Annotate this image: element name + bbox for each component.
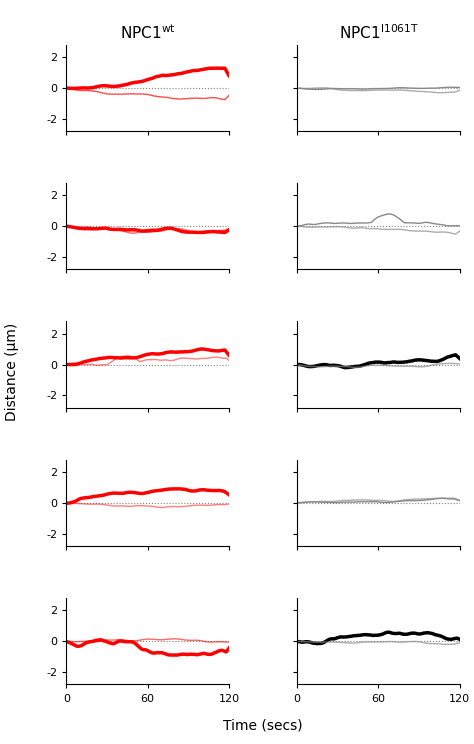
Title: NPC1$^\mathregular{I1061T}$: NPC1$^\mathregular{I1061T}$ [338, 23, 419, 42]
Title: NPC1$^\mathregular{wt}$: NPC1$^\mathregular{wt}$ [120, 23, 175, 42]
Text: Distance (μm): Distance (μm) [5, 323, 19, 421]
Text: Time (secs): Time (secs) [223, 719, 303, 732]
